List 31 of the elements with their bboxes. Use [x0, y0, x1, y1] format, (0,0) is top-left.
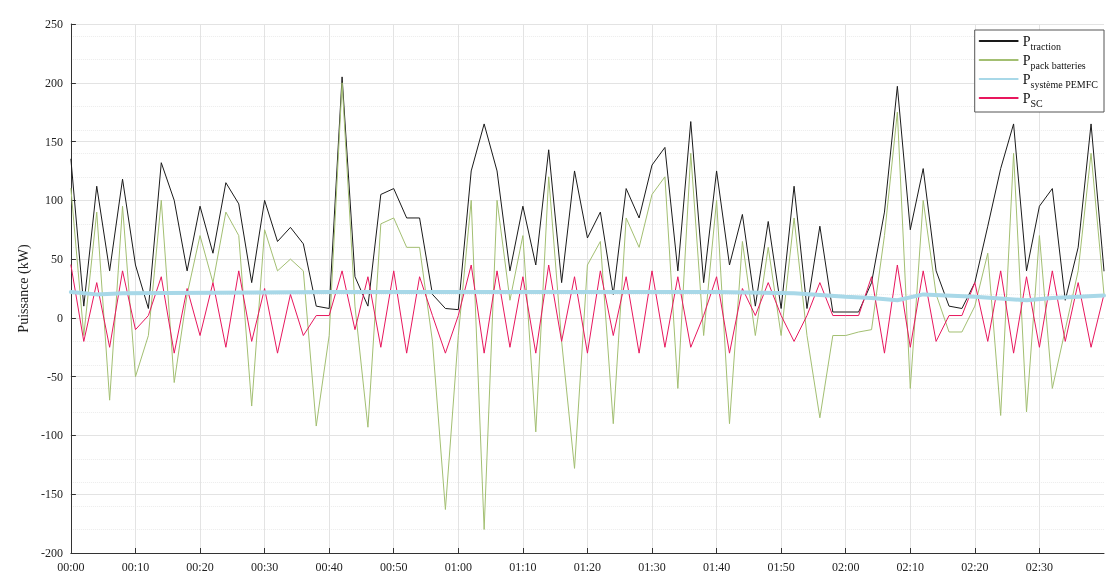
x-tick-label: 01:40	[702, 560, 731, 574]
y-tick-label: -150	[40, 487, 63, 502]
x-tick-label: 00:40	[315, 560, 343, 574]
x-tick-label: 00:20	[186, 560, 214, 574]
x-tick-label: 01:10	[509, 560, 537, 574]
x-tick-label: 02:30	[1025, 560, 1054, 574]
y-tick-label: 150	[44, 134, 63, 149]
y-tick-label: -50	[46, 369, 63, 384]
line-series	[70, 82, 1105, 530]
y-tick-label: 0	[56, 310, 63, 325]
y-tick-label: 100	[44, 193, 63, 208]
x-tick-label: 01:00	[444, 560, 472, 574]
x-tick-label: 00:30	[250, 560, 279, 574]
x-tick-label: 02:00	[832, 560, 860, 574]
x-tick-label: 02:20	[961, 560, 989, 574]
y-axis-title: Puissance (kW)	[15, 244, 32, 333]
line-series	[70, 264, 1105, 354]
x-tick-label: 01:50	[767, 560, 795, 574]
x-tick-label: 00:50	[380, 560, 408, 574]
x-tick-label: 02:10	[896, 560, 924, 574]
x-tick-label: 01:20	[573, 560, 602, 574]
y-tick-label: -100	[40, 428, 63, 443]
x-tick-label: 00:00	[57, 560, 85, 574]
line-series	[68, 290, 1106, 303]
y-tick-label: 200	[44, 75, 63, 90]
y-tick-label: 250	[44, 17, 63, 31]
y-tick-label: 50	[50, 252, 63, 267]
y-tick-label: -200	[40, 546, 63, 560]
x-tick-label: 01:30	[638, 560, 666, 574]
line-series	[70, 76, 1105, 313]
x-tick-label: 00:10	[121, 560, 150, 574]
